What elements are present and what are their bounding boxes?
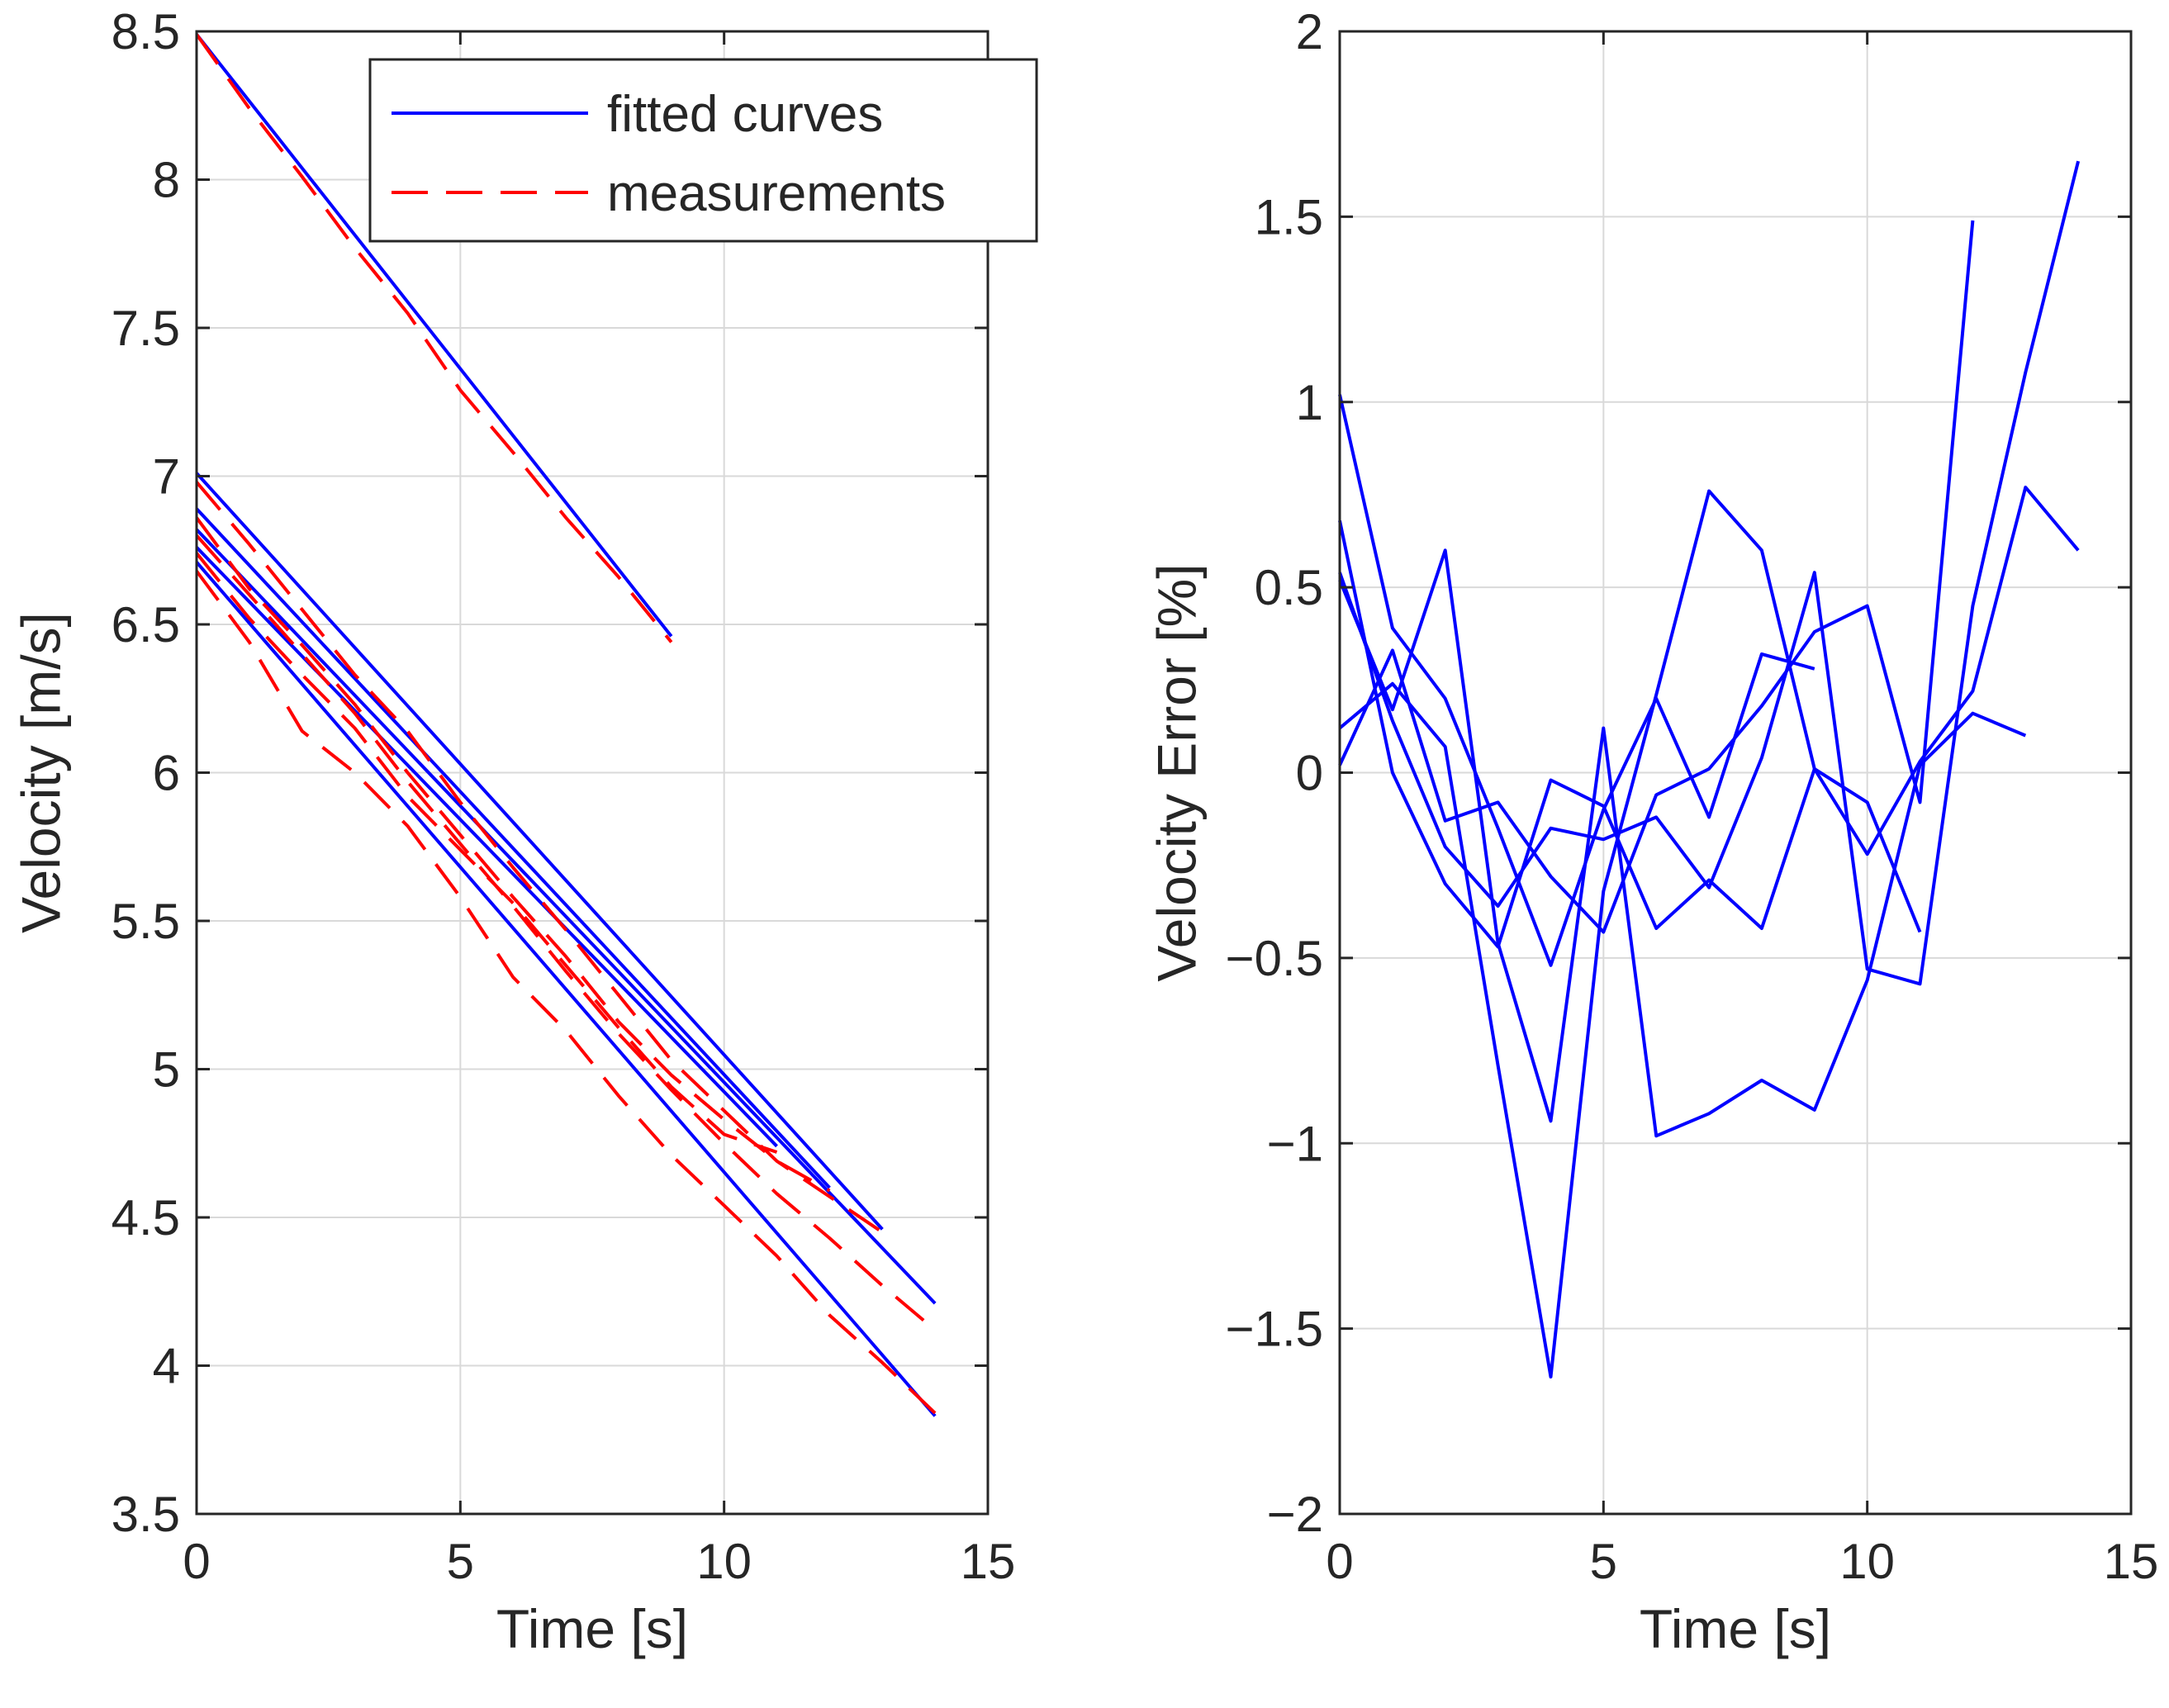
velocity-fitted-line-0	[195, 33, 673, 638]
velocity-error-x-axis-label: Time [s]	[1640, 1598, 1831, 1659]
velocity-measurement-line-11	[195, 570, 937, 1415]
velocity-x-tick-label: 15	[961, 1534, 1016, 1589]
velocity-error-y-tick-label: 1.5	[1255, 189, 1323, 244]
velocity-error-line-1	[1338, 548, 2027, 1138]
velocity-y-axis-label: Velocity [m/s]	[10, 612, 71, 933]
velocity-x-axis-label: Time [s]	[496, 1598, 688, 1659]
velocity-y-tick-label: 5.5	[112, 894, 180, 949]
velocity-y-tick-label: 7.5	[112, 301, 180, 356]
velocity-error-y-tick-label: −0.5	[1226, 931, 1323, 986]
velocity-y-tick-label: 6	[153, 746, 180, 801]
velocity-x-tick-label: 5	[447, 1534, 474, 1589]
velocity-error-line-2	[1338, 220, 1975, 934]
velocity-fitted-line-5	[195, 561, 937, 1417]
velocity-fitted-line-3	[195, 528, 937, 1305]
velocity-error-y-tick-label: 0	[1296, 746, 1323, 801]
velocity-error-axes: 0 5 10 15 −2 −1.5 −1 −0.5 0 0.5 1 1.5 2 Time [s] Vel…	[1146, 4, 2158, 1659]
velocity-fitted-line-2	[195, 507, 831, 1189]
velocity-axes: 0 5 10 15 3.5 4 4.5 5 5.5 6 6.5 7 7.5 8 8.5 Time [s] V…	[10, 4, 1038, 1659]
velocity-measurement-line-8	[195, 516, 831, 1193]
velocity-error-x-tick-label: 0	[1326, 1534, 1353, 1589]
velocity-error-y-tick-label: −1.5	[1226, 1302, 1323, 1357]
velocity-measurement-line-9	[195, 534, 937, 1331]
velocity-y-tick-label: 8.5	[112, 4, 180, 59]
velocity-series	[195, 33, 937, 1417]
legend: fitted curves measurements	[368, 58, 1038, 243]
velocity-error-line-4	[1338, 489, 1922, 1378]
velocity-grid	[197, 31, 988, 1514]
velocity-error-grid	[1340, 31, 2131, 1514]
velocity-error-x-tick-label: 10	[1839, 1534, 1895, 1589]
velocity-y-tick-label: 3.5	[112, 1487, 180, 1542]
velocity-y-tick-label: 7	[153, 449, 180, 505]
velocity-error-series	[1338, 160, 2081, 1378]
legend-box	[368, 58, 1038, 243]
velocity-error-y-tick-label: 1	[1296, 375, 1323, 430]
velocity-error-x-tick-label: 5	[1590, 1534, 1617, 1589]
velocity-x-tick-label: 10	[696, 1534, 752, 1589]
velocity-error-y-tick-label: −1	[1267, 1116, 1323, 1171]
velocity-error-y-axis-label: Velocity Error [%]	[1146, 563, 1207, 981]
velocity-error-x-tick-label: 15	[2104, 1534, 2159, 1589]
legend-label-fitted-curves: fitted curves	[607, 86, 883, 143]
velocity-measurement-line-10	[195, 552, 778, 1154]
velocity-error-ticks: 0 5 10 15 −2 −1.5 −1 −0.5 0 0.5 1 1.5 2	[1226, 4, 2159, 1589]
velocity-y-tick-label: 5	[153, 1042, 180, 1098]
velocity-error-y-tick-label: −2	[1267, 1487, 1323, 1542]
velocity-measurement-line-6	[195, 33, 673, 643]
velocity-y-tick-label: 4	[153, 1339, 180, 1394]
velocity-y-tick-label: 4.5	[112, 1190, 180, 1245]
velocity-fitted-line-4	[195, 546, 778, 1148]
velocity-fitted-line-1	[195, 472, 884, 1231]
velocity-y-tick-label: 6.5	[112, 597, 180, 652]
velocity-y-tick-label: 8	[153, 153, 180, 208]
velocity-x-tick-label: 0	[183, 1534, 210, 1589]
legend-label-measurements: measurements	[607, 165, 946, 222]
velocity-error-line-5	[1338, 160, 2081, 986]
velocity-ticks: 0 5 10 15 3.5 4 4.5 5 5.5 6 6.5 7 7.5 8 8.5	[112, 4, 1016, 1589]
velocity-error-y-tick-label: 0.5	[1255, 560, 1323, 615]
velocity-error-y-tick-label: 2	[1296, 4, 1323, 59]
velocity-error-line-3	[1338, 486, 2080, 949]
velocity-measurement-line-7	[195, 481, 884, 1234]
